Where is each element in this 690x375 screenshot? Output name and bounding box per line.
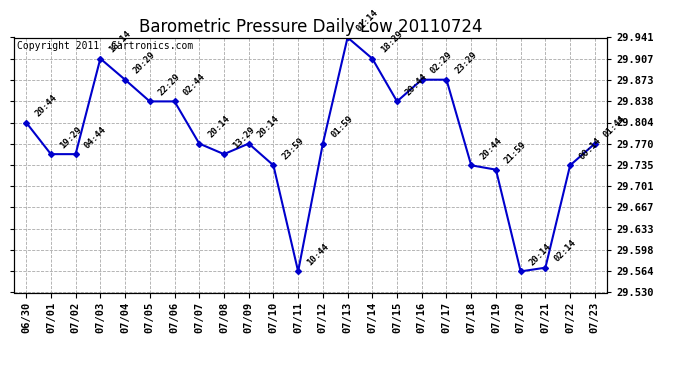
Title: Barometric Pressure Daily Low 20110724: Barometric Pressure Daily Low 20110724 <box>139 18 482 36</box>
Text: 02:44: 02:44 <box>181 72 207 97</box>
Text: Copyright 2011  Cartronics.com: Copyright 2011 Cartronics.com <box>17 41 193 51</box>
Text: 23:59: 23:59 <box>280 136 306 161</box>
Text: 10:44: 10:44 <box>305 242 331 267</box>
Text: 18:29: 18:29 <box>380 29 404 54</box>
Text: 22:29: 22:29 <box>157 72 182 97</box>
Text: 20:14: 20:14 <box>255 114 281 140</box>
Text: 21:59: 21:59 <box>503 140 529 165</box>
Text: 04:44: 04:44 <box>83 124 108 150</box>
Text: 20:14: 20:14 <box>528 242 553 267</box>
Text: 02:29: 02:29 <box>428 50 454 75</box>
Text: 19:29: 19:29 <box>58 124 83 150</box>
Text: 23:29: 23:29 <box>453 50 479 75</box>
Text: 18:14: 18:14 <box>107 29 132 54</box>
Text: 20:44: 20:44 <box>404 72 429 97</box>
Text: 01:14: 01:14 <box>355 8 380 33</box>
Text: 20:44: 20:44 <box>478 136 504 161</box>
Text: 20:44: 20:44 <box>33 93 59 118</box>
Text: 00:14: 00:14 <box>577 136 602 161</box>
Text: 01:59: 01:59 <box>330 114 355 140</box>
Text: 02:14: 02:14 <box>552 238 578 264</box>
Text: 13:29: 13:29 <box>231 124 256 150</box>
Text: 01:44: 01:44 <box>602 114 627 140</box>
Text: 20:29: 20:29 <box>132 50 157 75</box>
Text: 20:14: 20:14 <box>206 114 232 140</box>
